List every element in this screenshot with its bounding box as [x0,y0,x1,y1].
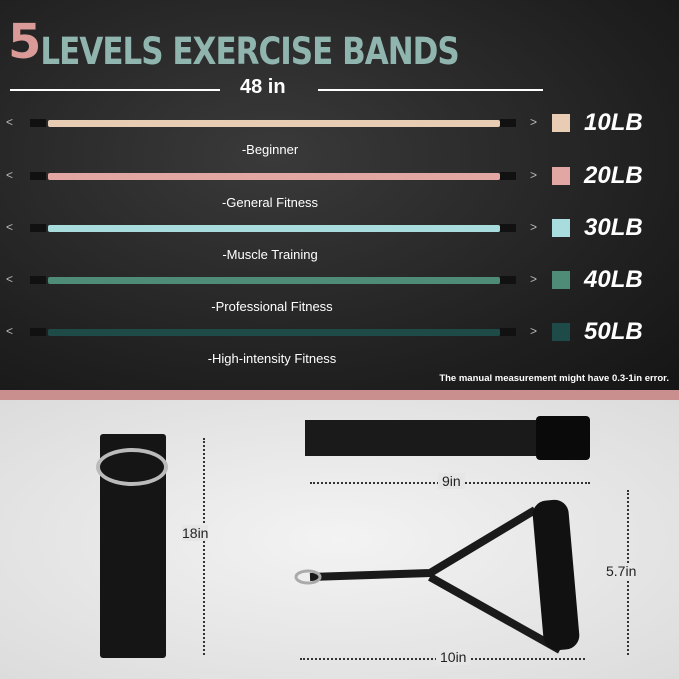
headline-number: 5 [8,14,41,70]
ankle-strap-length: 9in [438,473,465,489]
handle-icon [294,499,580,654]
color-swatch [552,323,570,341]
band-weight: 30LB [584,214,643,241]
band-clip [30,328,46,336]
band-clip [500,119,516,127]
door-anchor-dimension-line [203,438,205,655]
band-weight: 20LB [584,162,643,189]
band-level: -Beginner [241,142,299,157]
color-swatch [552,271,570,289]
band-level: -General Fitness [221,195,319,210]
band-clip [30,224,46,232]
band-30LB [48,225,500,232]
band-clip [30,172,46,180]
hook-right-icon: > [530,324,538,338]
band-40LB [48,277,500,284]
band-clip [500,276,516,284]
band-weight: 10LB [584,109,643,136]
hook-left-icon: < [6,168,14,182]
hook-right-icon: > [530,220,538,234]
hook-left-icon: < [6,272,14,286]
color-swatch [552,167,570,185]
hook-right-icon: > [530,168,538,182]
measurement-note: The manual measurement might have 0.3-1i… [439,373,669,384]
band-clip [500,224,516,232]
band-weight: 40LB [584,266,643,293]
hook-right-icon: > [530,272,538,286]
hook-left-icon: < [6,115,14,129]
band-10LB [48,120,500,127]
band-clip [30,119,46,127]
d-ring-icon [96,448,168,486]
band-20LB [48,173,500,180]
band-clip [500,172,516,180]
hook-left-icon: < [6,220,14,234]
length-arrow-right [318,89,543,91]
handle-width: 10in [436,649,471,665]
hook-right-icon: > [530,115,538,129]
band-clip [30,276,46,284]
length-label: 48 in [240,76,286,98]
headline: 5LEVELS EXERCISE BANDS [8,14,460,74]
hook-left-icon: < [6,324,14,338]
color-swatch [552,219,570,237]
length-arrow-left [10,89,220,91]
color-swatch [552,114,570,132]
door-anchor-length: 18in [182,525,209,541]
band-50LB [48,329,500,336]
band-clip [500,328,516,336]
ankle-strap [305,420,540,456]
band-level: -Muscle Training [222,247,318,262]
band-level: -High-intensity Fitness [207,351,337,366]
band-level: -Professional Fitness [211,299,333,314]
divider-strip [0,390,679,400]
headline-text: LEVELS EXERCISE BANDS [40,30,459,74]
band-weight: 50LB [584,318,643,345]
handle-height: 5.7in [606,563,637,579]
strap-buckle [536,416,590,460]
